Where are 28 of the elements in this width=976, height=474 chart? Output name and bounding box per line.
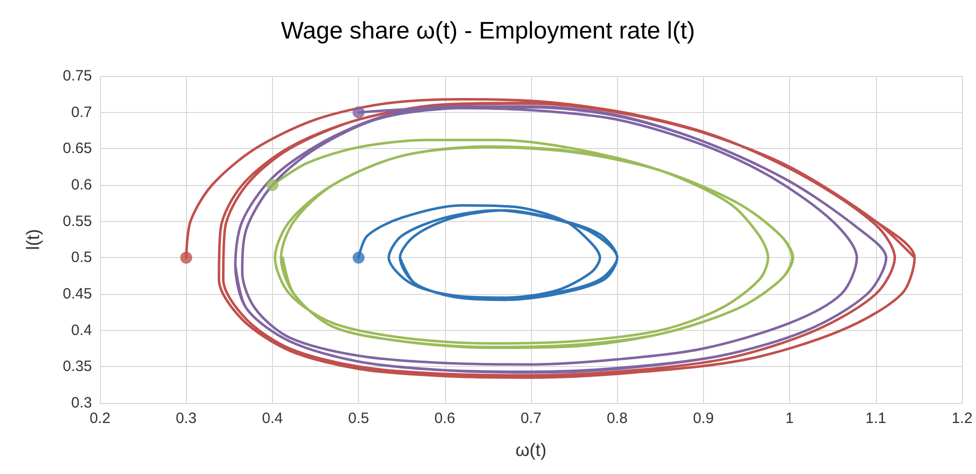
x-tick-label: 1: [785, 410, 794, 427]
point: [266, 179, 278, 191]
y-tick-label: 0.35: [62, 358, 92, 376]
point: [352, 106, 365, 118]
point: [180, 252, 192, 264]
x-tick-label: 0.3: [176, 410, 197, 427]
x-tick-label: 0.4: [262, 410, 283, 427]
x-tick-label: 1.1: [865, 410, 886, 427]
x-tick-label: 0.5: [348, 410, 370, 427]
y-tick-label: 0.5: [71, 249, 92, 266]
x-axis-title: ω(t): [515, 440, 547, 460]
x-tick-label: 0.9: [692, 410, 714, 427]
y-tick-label: 0.7: [71, 104, 92, 121]
y-tick-label: 0.65: [62, 140, 92, 158]
y-tick-label: 0.55: [62, 212, 92, 230]
y-tick-label: 0.75: [62, 68, 92, 84]
y-tick-label: 0.45: [62, 286, 92, 302]
x-tick-label: 0.8: [606, 410, 628, 427]
y-tick-label: 0.3: [71, 394, 92, 412]
y-tick-label: 0.6: [71, 176, 92, 194]
x-tick-label: 0.6: [434, 410, 456, 427]
x-tick-label: 0.2: [90, 410, 110, 427]
point: [352, 252, 365, 264]
y-axis-title: l(t): [23, 229, 43, 250]
x-tick-label: 0.7: [520, 410, 542, 427]
y-tick-label: 0.4: [71, 322, 92, 339]
x-tick-label: 1.2: [952, 410, 972, 427]
chart-title: Wage share ω(t) - Employment rate l(t): [281, 18, 695, 44]
